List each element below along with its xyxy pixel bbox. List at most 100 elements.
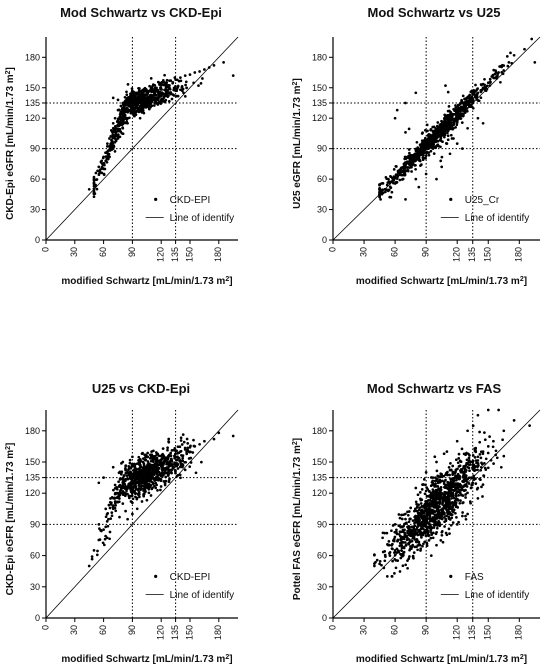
data-point xyxy=(152,456,156,460)
y-tick-label: 150 xyxy=(312,83,327,93)
data-point xyxy=(460,447,464,451)
data-point xyxy=(422,514,425,518)
data-point xyxy=(461,94,465,98)
data-point xyxy=(159,94,163,98)
data-point xyxy=(151,469,155,473)
data-point xyxy=(404,155,407,159)
chart-panel-4: Mod Schwartz vs FAS 0 30 60 90 120 135 150 180 0 3… xyxy=(292,381,541,665)
data-point xyxy=(142,494,146,498)
data-point xyxy=(476,91,480,95)
x-tick-label: 150 xyxy=(483,247,493,262)
data-point xyxy=(426,129,429,133)
data-point xyxy=(500,65,503,69)
data-point xyxy=(450,137,454,140)
data-point xyxy=(425,502,429,505)
data-point xyxy=(459,499,462,502)
data-point xyxy=(413,164,417,167)
data-point xyxy=(421,533,425,537)
data-point xyxy=(408,166,412,169)
data-point xyxy=(92,549,96,552)
data-point xyxy=(140,500,144,503)
x-tick-label: 120 xyxy=(452,247,462,262)
data-point xyxy=(100,171,104,175)
data-point xyxy=(481,86,485,90)
data-point xyxy=(394,173,398,176)
data-point xyxy=(451,470,455,474)
data-point xyxy=(167,454,170,458)
data-point xyxy=(143,480,146,483)
data-point xyxy=(172,466,176,469)
data-point xyxy=(176,85,180,89)
data-point xyxy=(390,190,394,194)
data-point xyxy=(459,467,463,471)
data-point xyxy=(509,51,512,55)
data-point xyxy=(112,488,115,492)
data-point xyxy=(406,510,409,514)
data-point xyxy=(135,496,139,500)
data-point xyxy=(451,491,455,495)
data-point xyxy=(176,467,180,470)
data-point xyxy=(397,513,401,516)
data-point xyxy=(112,130,116,133)
data-point xyxy=(137,108,141,112)
data-point xyxy=(422,505,426,509)
data-point xyxy=(435,177,438,181)
data-point xyxy=(429,138,433,141)
data-point xyxy=(483,461,486,465)
data-point xyxy=(432,152,436,155)
y-tick-label: 60 xyxy=(30,551,40,561)
data-point xyxy=(442,452,446,456)
data-point xyxy=(194,471,198,475)
data-point xyxy=(378,183,381,186)
data-point xyxy=(107,152,111,156)
data-point xyxy=(179,450,182,453)
data-point xyxy=(404,512,407,516)
data-point xyxy=(484,457,488,461)
data-point xyxy=(475,93,479,97)
data-point xyxy=(440,517,444,521)
data-point xyxy=(156,103,160,106)
data-point xyxy=(474,465,478,468)
data-point xyxy=(183,74,187,77)
data-point xyxy=(143,453,146,457)
data-point xyxy=(132,108,136,112)
data-point xyxy=(170,97,174,101)
data-point xyxy=(121,502,125,505)
data-point xyxy=(446,134,450,138)
data-point xyxy=(162,460,166,464)
data-point xyxy=(493,72,497,76)
data-point xyxy=(166,473,170,477)
data-point xyxy=(463,489,466,492)
data-point xyxy=(432,133,436,136)
data-point xyxy=(438,481,442,484)
data-point xyxy=(178,445,182,449)
data-point xyxy=(133,467,137,470)
data-point xyxy=(124,103,128,107)
data-point xyxy=(182,440,186,444)
data-point xyxy=(116,127,120,131)
data-point xyxy=(166,448,169,452)
data-point xyxy=(102,155,105,159)
y-axis-label: U25 eGFR [mL/min/1.73 m2] xyxy=(292,78,304,209)
data-point xyxy=(126,121,129,125)
data-points xyxy=(87,431,235,568)
data-point xyxy=(426,504,430,508)
data-point xyxy=(455,523,459,526)
data-point xyxy=(181,456,185,460)
data-point xyxy=(464,453,467,457)
data-point xyxy=(413,515,417,519)
data-point xyxy=(474,89,477,93)
y-axis-label: Pottel FAS eGFR [mL/min/1.73 m2] xyxy=(292,438,304,600)
data-point xyxy=(173,87,177,90)
data-point xyxy=(152,104,156,107)
data-point xyxy=(437,519,440,523)
data-point xyxy=(94,171,98,175)
data-point xyxy=(451,112,454,116)
data-point xyxy=(401,564,405,568)
data-point xyxy=(401,177,405,181)
data-point xyxy=(430,510,434,514)
data-point xyxy=(150,450,153,453)
data-point xyxy=(187,457,191,460)
x-tick-label: 60 xyxy=(98,247,108,257)
data-point xyxy=(130,108,133,111)
